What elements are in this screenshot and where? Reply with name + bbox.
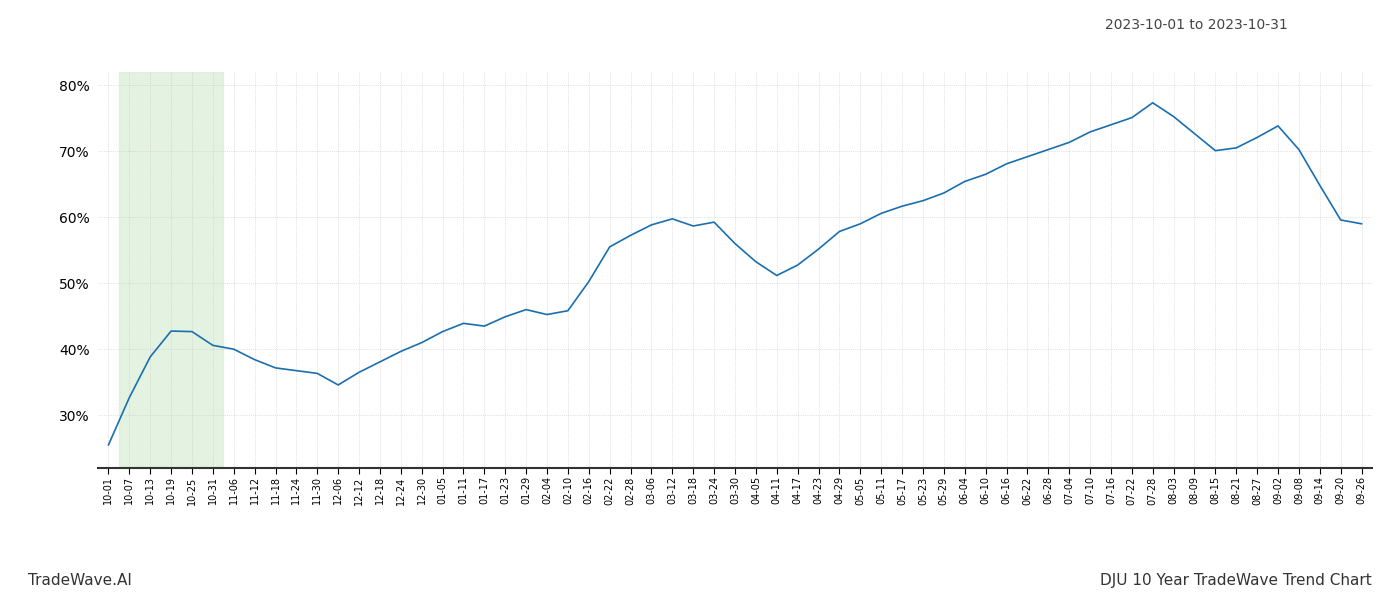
Text: DJU 10 Year TradeWave Trend Chart: DJU 10 Year TradeWave Trend Chart [1100, 573, 1372, 588]
Text: 2023-10-01 to 2023-10-31: 2023-10-01 to 2023-10-31 [1105, 18, 1288, 32]
Text: TradeWave.AI: TradeWave.AI [28, 573, 132, 588]
Bar [119, 72, 224, 468]
